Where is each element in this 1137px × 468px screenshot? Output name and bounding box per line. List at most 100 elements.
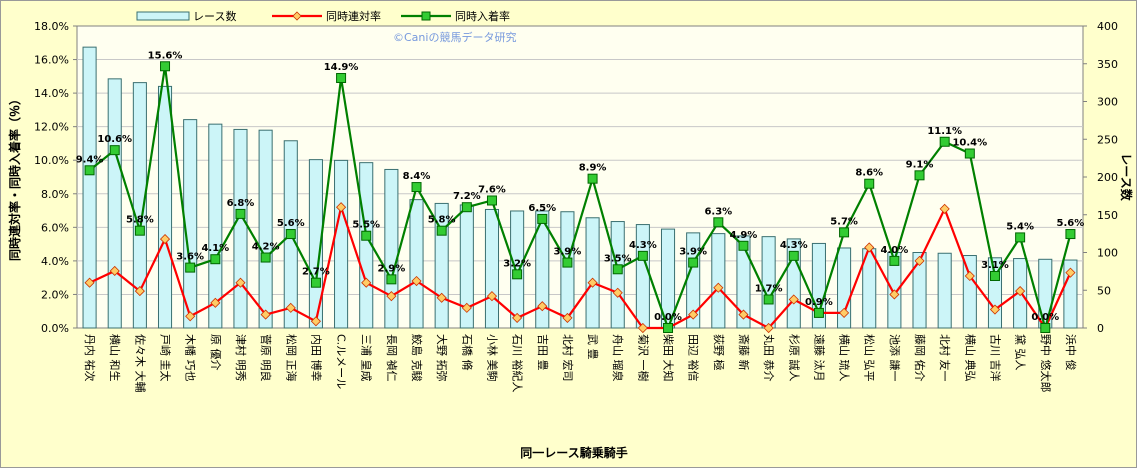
x-category-label: 池添 謙一 — [888, 334, 902, 382]
bar-race-count — [157, 85, 173, 329]
legend-label-rentai: 同時連対率 — [326, 9, 381, 23]
nyuchaku-marker — [1015, 232, 1026, 243]
nyuchaku-marker — [461, 202, 472, 213]
rentai-marker — [386, 291, 397, 302]
x-category-label: 内田 博幸 — [309, 334, 323, 382]
data-label: 8.4% — [403, 171, 431, 182]
bar-race-count — [761, 236, 776, 329]
x-category-label: 浜中 俊 — [1064, 334, 1078, 371]
nyuchaku-marker — [964, 148, 975, 159]
rentai-marker — [989, 304, 1001, 315]
data-label: 4.3% — [629, 240, 657, 251]
nyuchaku-marker — [386, 274, 397, 285]
data-label: 5.8% — [428, 215, 456, 226]
bar-race-count — [837, 247, 852, 329]
x-category-label: 杉原 誠人 — [787, 334, 801, 382]
data-label: 3.1% — [981, 260, 1009, 271]
nyuchaku-marker — [813, 307, 824, 318]
data-label: 1.7% — [755, 283, 783, 294]
bar-race-count — [937, 252, 952, 329]
x-category-label: 三浦 皇成 — [360, 334, 374, 382]
data-label: 2.7% — [302, 267, 330, 278]
y-right-tick-label: 50 — [1097, 284, 1111, 297]
y-left-tick-label: 10.0% — [34, 154, 69, 167]
x-category-label: 北村 宏司 — [561, 334, 575, 382]
y-right-tick-label: 400 — [1097, 20, 1118, 33]
plot-area — [76, 25, 1084, 329]
nyuchaku-marker — [336, 73, 347, 84]
data-label: 6.5% — [528, 203, 556, 214]
rentai-marker — [713, 282, 724, 293]
bar-race-count — [962, 255, 977, 329]
bar-race-count — [610, 221, 625, 329]
x-category-label: 舟山 瑠泉 — [611, 334, 625, 382]
nyuchaku-marker — [512, 269, 523, 280]
bar-race-count — [208, 123, 223, 329]
x-category-label: 佐々木 大輔 — [133, 334, 147, 393]
nyuchaku-marker — [637, 250, 648, 261]
nyuchaku-line — [88, 66, 1072, 333]
nyuchaku-marker — [109, 145, 120, 156]
x-category-label: 松山 弘平 — [863, 334, 877, 382]
rentai-marker — [159, 234, 171, 245]
x-category-label: 長岡 禎仁 — [385, 334, 398, 382]
data-label: 8.6% — [855, 168, 883, 179]
nyuchaku-marker — [713, 217, 724, 228]
nyuchaku-marker — [989, 270, 1000, 281]
data-label: 3.9% — [554, 247, 582, 258]
rentai-marker — [562, 312, 573, 323]
nyuchaku-marker — [788, 250, 799, 261]
y-right-tick-label: 250 — [1097, 133, 1118, 146]
bar-race-count — [711, 233, 726, 329]
x-category-label: 木幡 巧也 — [184, 334, 198, 382]
nyuchaku-marker — [210, 254, 221, 265]
bar-race-count — [258, 129, 273, 329]
data-label: 6.8% — [227, 198, 255, 209]
y-right-tick-label: 0 — [1097, 322, 1104, 335]
x-category-label: 黛 弘人 — [1014, 334, 1027, 371]
rentai-marker — [1015, 286, 1026, 297]
rentai-marker — [1065, 267, 1076, 278]
rentai-marker — [612, 287, 623, 298]
data-label: 14.9% — [324, 62, 359, 73]
rentai-marker — [939, 203, 950, 214]
bar-race-count — [409, 199, 424, 329]
rentai-marker — [109, 265, 120, 277]
data-label: 4.9% — [730, 230, 758, 241]
legend-marker-nyuchaku — [421, 11, 431, 21]
rentai-marker — [134, 286, 145, 297]
bar-race-count — [384, 168, 399, 329]
data-label: 2.9% — [378, 263, 406, 274]
y-left-tick-label: 4.0% — [41, 255, 69, 268]
x-category-label: 野中 悠太郎 — [1039, 334, 1053, 393]
nyuchaku-marker — [562, 257, 573, 268]
y-right-tick-label: 300 — [1097, 96, 1118, 109]
rentai-marker — [512, 312, 523, 323]
rentai-marker — [486, 291, 498, 302]
bar-race-count — [484, 208, 500, 329]
nyuchaku-marker — [1065, 229, 1076, 240]
rentai-marker — [788, 294, 799, 305]
y-left-tick-label: 14.0% — [34, 87, 69, 100]
nyuchaku-marker — [914, 170, 925, 181]
y-left-tick-label: 2.0% — [41, 288, 69, 301]
data-label: 4.0% — [881, 245, 909, 256]
data-label: 5.8% — [126, 215, 154, 226]
y-left-tick-label: 16.0% — [34, 54, 69, 67]
nyuchaku-marker — [612, 264, 623, 275]
y-left-tick-label: 8.0% — [41, 188, 69, 201]
x-category-label: 田辺 裕信 — [687, 334, 700, 382]
x-category-label: 菊沢 一樹 — [636, 334, 650, 382]
rentai-marker — [688, 309, 699, 320]
x-category-label: 菅原 明良 — [259, 334, 273, 382]
data-label: 7.6% — [478, 184, 506, 195]
legend-marker-rentai — [292, 11, 302, 21]
bar-race-count — [585, 217, 600, 329]
bar-race-count — [1063, 259, 1078, 329]
data-label: 9.1% — [906, 159, 934, 170]
x-category-label: 石川 裕紀人 — [511, 334, 524, 393]
nyuchaku-marker — [436, 225, 447, 236]
data-label: 15.6% — [148, 50, 183, 61]
x-category-label: 丸田 恭介 — [762, 334, 775, 382]
rentai-marker — [436, 292, 447, 303]
